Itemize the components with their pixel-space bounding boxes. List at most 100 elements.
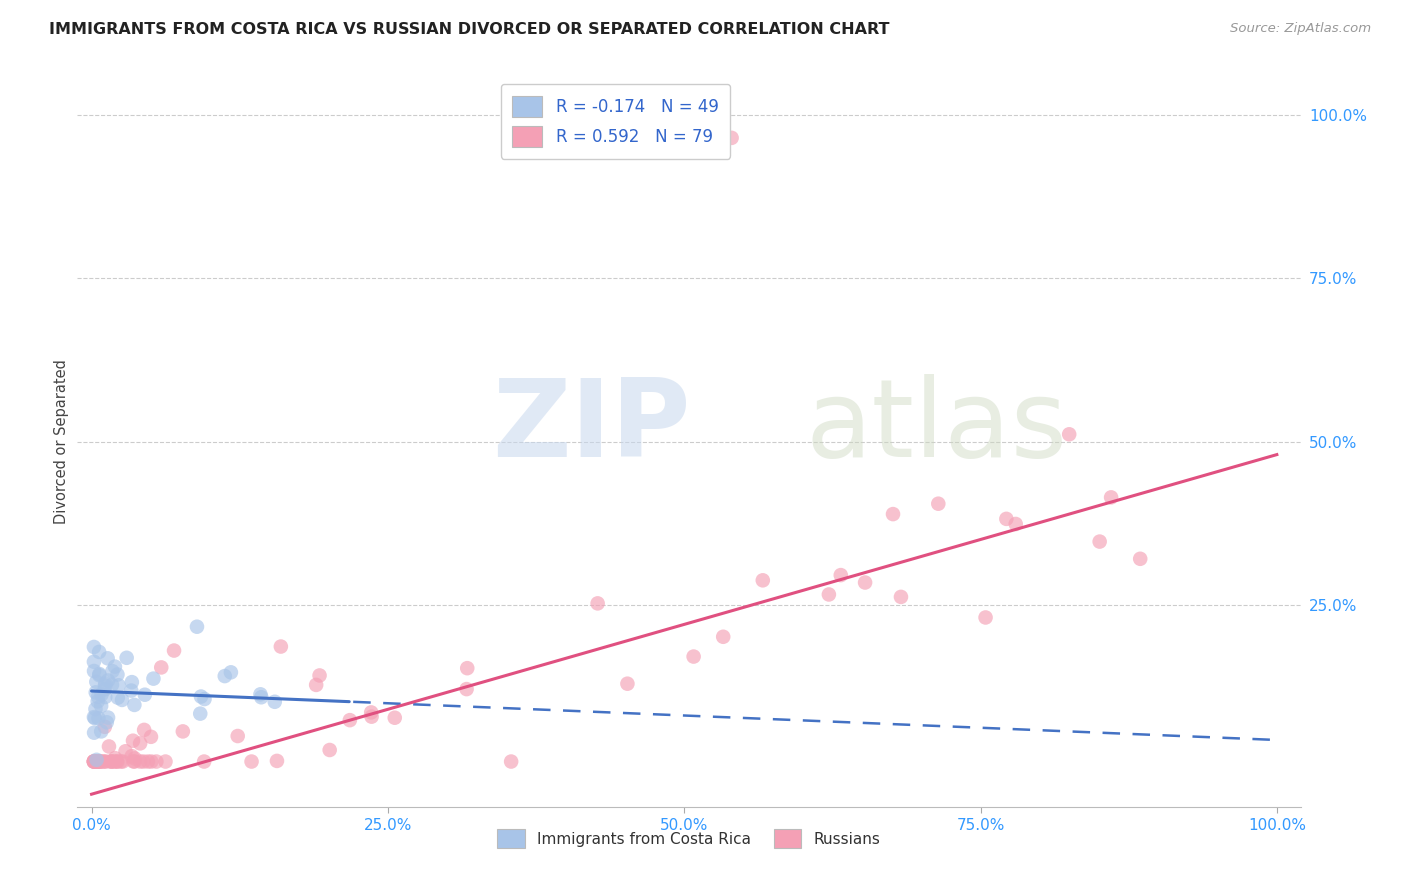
Point xyxy=(89,755,111,769)
Point xyxy=(83,655,105,669)
Point xyxy=(94,676,117,690)
Point xyxy=(84,702,107,716)
Point xyxy=(83,664,105,678)
Point xyxy=(83,755,105,769)
Text: atlas: atlas xyxy=(806,374,1067,480)
Point xyxy=(136,755,159,769)
Point xyxy=(89,667,111,681)
Point xyxy=(1088,534,1111,549)
Point xyxy=(586,596,609,610)
Point xyxy=(456,682,478,697)
Point xyxy=(995,512,1018,526)
Point xyxy=(172,724,194,739)
Point xyxy=(120,683,142,698)
Point xyxy=(134,723,156,737)
Point xyxy=(90,698,112,713)
Point xyxy=(720,131,742,145)
Point xyxy=(122,755,145,769)
Point xyxy=(682,649,704,664)
Point xyxy=(93,755,115,769)
Y-axis label: Divorced or Separated: Divorced or Separated xyxy=(53,359,69,524)
Point xyxy=(830,568,852,582)
Point xyxy=(86,674,108,689)
Point xyxy=(890,590,912,604)
Point xyxy=(84,755,107,769)
Point xyxy=(97,673,120,688)
Point xyxy=(101,755,124,769)
Point xyxy=(94,690,117,704)
Point xyxy=(84,755,107,769)
Point xyxy=(100,755,122,769)
Point xyxy=(111,693,134,707)
Text: IMMIGRANTS FROM COSTA RICA VS RUSSIAN DIVORCED OR SEPARATED CORRELATION CHART: IMMIGRANTS FROM COSTA RICA VS RUSSIAN DI… xyxy=(49,22,890,37)
Point xyxy=(105,755,128,769)
Point xyxy=(853,575,876,590)
Point xyxy=(456,661,478,675)
Point xyxy=(87,755,110,769)
Point xyxy=(105,755,128,769)
Point xyxy=(318,743,340,757)
Point xyxy=(101,678,124,692)
Point xyxy=(89,755,111,769)
Point xyxy=(305,678,328,692)
Point xyxy=(90,724,112,739)
Point xyxy=(250,690,273,705)
Point xyxy=(155,755,177,769)
Text: ZIP: ZIP xyxy=(492,374,690,480)
Point xyxy=(94,720,117,734)
Point xyxy=(193,755,215,769)
Point xyxy=(132,755,155,769)
Point xyxy=(83,725,105,739)
Point xyxy=(121,749,143,764)
Point xyxy=(240,755,263,769)
Point xyxy=(111,755,134,769)
Point xyxy=(96,715,118,730)
Point xyxy=(129,736,152,750)
Point xyxy=(104,755,127,769)
Point xyxy=(121,675,143,690)
Point xyxy=(89,668,111,682)
Point xyxy=(86,753,108,767)
Point xyxy=(145,755,167,769)
Point xyxy=(124,755,146,769)
Point xyxy=(186,620,208,634)
Point xyxy=(104,751,127,765)
Point xyxy=(86,755,108,769)
Point xyxy=(263,695,285,709)
Point xyxy=(616,676,638,690)
Point xyxy=(84,685,107,699)
Point xyxy=(83,755,105,769)
Point xyxy=(91,755,114,769)
Point xyxy=(89,645,111,659)
Point xyxy=(94,682,117,697)
Point xyxy=(226,729,249,743)
Point xyxy=(141,755,163,769)
Point xyxy=(83,755,105,769)
Point xyxy=(100,755,122,769)
Point xyxy=(927,497,949,511)
Point xyxy=(90,688,112,702)
Point xyxy=(214,669,236,683)
Point xyxy=(96,755,118,769)
Point xyxy=(1004,516,1026,531)
Point xyxy=(818,587,841,601)
Point xyxy=(249,687,271,701)
Point xyxy=(501,755,523,769)
Point xyxy=(1057,427,1080,442)
Point xyxy=(83,711,105,725)
Point xyxy=(83,640,105,654)
Point xyxy=(142,672,165,686)
Point xyxy=(86,694,108,708)
Point xyxy=(115,650,138,665)
Point xyxy=(107,678,129,692)
Point xyxy=(139,730,162,744)
Point xyxy=(83,755,105,769)
Point xyxy=(83,710,105,724)
Point xyxy=(122,733,145,747)
Point xyxy=(219,665,242,680)
Point xyxy=(193,692,215,706)
Point xyxy=(188,706,211,721)
Point xyxy=(129,755,152,769)
Point xyxy=(107,690,129,705)
Point xyxy=(101,664,124,678)
